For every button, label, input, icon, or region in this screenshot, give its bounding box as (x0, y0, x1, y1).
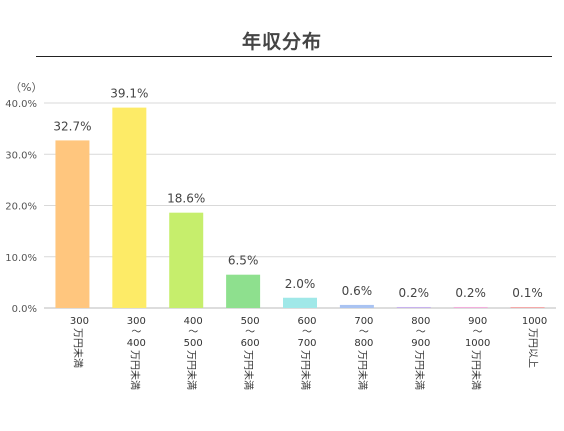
category-label-part: ～ (131, 327, 141, 338)
bar (55, 140, 90, 308)
y-axis-unit-label: （%） (10, 81, 43, 94)
category-label-part: ～ (416, 327, 426, 338)
category-label-part: ～ (473, 327, 483, 338)
y-tick-label: 30.0% (5, 150, 37, 161)
data-label: 39.1% (110, 87, 148, 101)
data-label: 18.6% (167, 192, 205, 206)
category-label-part: 万円未満 (128, 350, 140, 390)
title-divider (36, 56, 552, 57)
x-axis-categories: 300万円未満300～400万円未満400～500万円未満500～600万円未満… (70, 316, 547, 390)
data-label: 0.1% (512, 286, 543, 300)
data-label: 0.2% (399, 286, 430, 300)
category-label-part: 万円未満 (299, 350, 311, 390)
category-label-part: 500 (184, 338, 203, 349)
y-axis-ticks: 0.0% 10.0% 20.0% 30.0% 40.0% (5, 99, 37, 315)
data-label: 6.5% (228, 254, 259, 268)
y-tick-label: 10.0% (5, 253, 37, 264)
bar (226, 274, 261, 308)
category-label-part: ～ (245, 327, 255, 338)
category-label-part: 万円未満 (470, 350, 482, 390)
data-label: 0.2% (455, 286, 486, 300)
category-label-part: 万円未満 (413, 350, 425, 390)
category-label-part: 600 (241, 338, 260, 349)
category-label-part: 万円未満 (242, 350, 254, 390)
bar (283, 297, 317, 308)
data-label: 32.7% (53, 119, 91, 133)
y-tick-label: 40.0% (5, 99, 37, 110)
data-label: 2.0% (285, 277, 316, 291)
category-label-part: 900 (411, 338, 430, 349)
bar (510, 307, 545, 308)
category-label-part: 700 (354, 316, 373, 327)
category-label-part: 800 (354, 338, 373, 349)
category-label-part: 400 (127, 338, 146, 349)
category-label-part: 800 (411, 316, 430, 327)
category-label-part: 500 (241, 316, 260, 327)
category-label-part: 万円未満 (71, 328, 83, 368)
category-label-part: 1000 (465, 338, 490, 349)
chart-title: 年収分布 (241, 31, 322, 53)
bars (55, 107, 545, 308)
category-label-part: ～ (188, 327, 198, 338)
bar (453, 306, 488, 308)
bar (339, 304, 374, 308)
data-label: 0.6% (342, 284, 373, 298)
category-label-part: 700 (297, 338, 316, 349)
category-label-part: 300 (127, 316, 146, 327)
category-label-part: 万円未満 (185, 350, 197, 390)
category-label-part: ～ (302, 327, 312, 338)
category-label-part: 万円未満 (356, 350, 368, 390)
category-label-part: 900 (468, 316, 487, 327)
category-label-part: 600 (297, 316, 316, 327)
bar (396, 306, 431, 308)
category-label-part: 1000 (522, 316, 547, 327)
category-label-part: 万円以上 (527, 328, 539, 368)
category-label-part: ～ (359, 327, 369, 338)
data-labels: 32.7% 39.1% 18.6% 6.5% 2.0% 0.6% 0.2% 0.2% 0.1% (53, 87, 542, 300)
category-label-part: 400 (184, 316, 203, 327)
y-tick-label: 20.0% (5, 202, 37, 213)
category-label-part: 300 (70, 316, 89, 327)
bar (169, 212, 204, 308)
y-tick-label: 0.0% (12, 304, 37, 315)
bar (112, 107, 147, 308)
